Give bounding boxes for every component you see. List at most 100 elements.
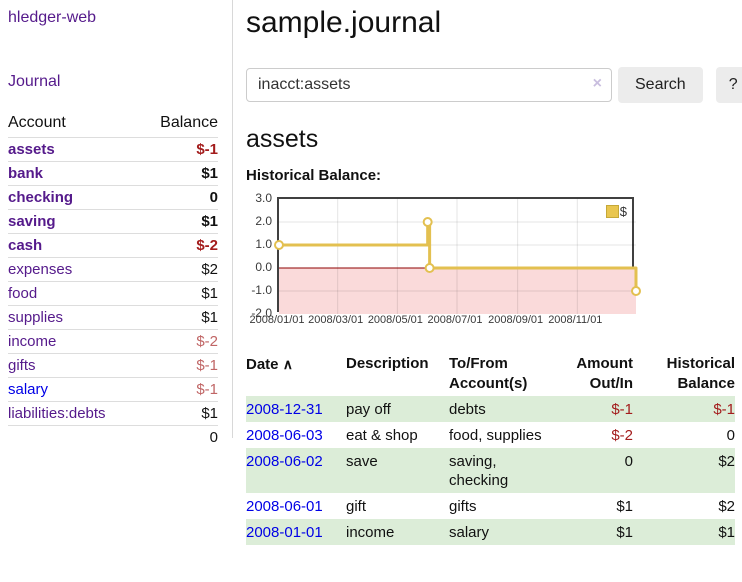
account-balance: $-2	[139, 329, 218, 354]
transaction-amount: $1	[616, 524, 633, 541]
accounts-header-account: Account	[8, 111, 140, 138]
transaction-balance: $1	[718, 524, 735, 541]
transaction-date-link[interactable]: 2008-06-03	[246, 427, 323, 444]
accounts-total-row: 0	[8, 425, 218, 449]
account-link[interactable]: checking	[8, 189, 74, 206]
chart-legend: $	[603, 203, 629, 220]
account-link[interactable]: bank	[8, 165, 44, 182]
search-button[interactable]: Search	[618, 67, 703, 103]
transaction-date-link[interactable]: 2008-06-01	[246, 498, 323, 515]
y-tick-label: -1.0	[251, 283, 272, 297]
register-header-balance: Historical Balance	[666, 355, 735, 392]
journal-nav: Journal	[8, 73, 218, 91]
sort-ascending-icon: ∧	[282, 356, 293, 372]
register-header-amount: Amount Out/In	[576, 355, 633, 392]
account-balance: $1	[139, 281, 218, 306]
transaction-date-link[interactable]: 2008-12-31	[246, 401, 323, 418]
account-heading: assets	[246, 125, 319, 153]
app-title-link[interactable]: hledger-web	[8, 9, 97, 26]
y-tick-label: 3.0	[255, 191, 272, 205]
account-row: supplies $1	[8, 305, 218, 330]
account-link[interactable]: gifts	[8, 357, 36, 374]
transaction-date-link[interactable]: 2008-01-01	[246, 524, 323, 541]
account-link[interactable]: food	[8, 285, 38, 302]
x-tick-label: 2008/05/01	[367, 314, 423, 326]
account-link[interactable]: salary	[8, 381, 49, 398]
transaction-description: save	[346, 453, 378, 470]
sidebar: hledger-web Journal Account Balance asse…	[0, 0, 233, 449]
transaction-description: income	[346, 524, 395, 541]
account-row: liabilities:debts $1	[8, 401, 218, 426]
register-row: 2008-12-31 pay off debts $-1 $-1	[246, 396, 735, 422]
transaction-accounts: food, supplies	[449, 427, 542, 444]
app-layout: hledger-web Journal Account Balance asse…	[0, 0, 742, 545]
legend-swatch-icon	[605, 205, 619, 218]
register-row: 2008-06-01 gift gifts $1 $2	[246, 493, 735, 519]
transaction-amount: 0	[624, 453, 633, 470]
register-header-description: Description	[346, 355, 429, 372]
accounts-header-balance: Balance	[139, 111, 218, 138]
search-input[interactable]	[246, 68, 612, 102]
help-button[interactable]: ?	[715, 67, 742, 103]
account-balance: $2	[139, 257, 218, 282]
account-link[interactable]: income	[8, 333, 57, 350]
accounts-header-row: Account Balance	[8, 111, 218, 138]
chart-x-axis: 2008/01/01 2008/03/01 2008/05/01 2008/07/01…	[249, 314, 634, 331]
account-link[interactable]: supplies	[8, 309, 64, 326]
page-title: sample.journal	[246, 6, 442, 39]
account-row: food $1	[8, 281, 218, 306]
y-tick-label: 2.0	[255, 214, 272, 228]
account-balance: $1	[139, 161, 218, 186]
main-content: sample.journal × Search ? assets Histori…	[233, 0, 742, 545]
transaction-accounts: saving, checking	[449, 453, 509, 489]
transaction-description: gift	[346, 498, 367, 515]
transaction-date-link[interactable]: 2008-06-02	[246, 453, 323, 470]
account-balance: $1	[139, 401, 218, 426]
transaction-amount: $1	[616, 498, 633, 515]
transaction-accounts: debts	[449, 401, 486, 418]
account-balance: $1	[139, 209, 218, 234]
account-link[interactable]: assets	[8, 141, 55, 158]
account-balance: $-2	[139, 233, 218, 258]
transaction-amount: $-2	[611, 427, 633, 444]
register-row: 2008-06-03 eat & shop food, supplies $-2 0	[246, 422, 735, 448]
search-form: × Search ?	[246, 67, 742, 103]
account-balance: 0	[139, 185, 218, 210]
account-balance: $-1	[139, 377, 218, 402]
chart-canvas	[274, 199, 641, 314]
account-balance: $-1	[139, 137, 218, 162]
transaction-description: eat & shop	[346, 427, 418, 444]
x-tick-label: 2008/07/01	[427, 314, 483, 326]
chart-title: Historical Balance:	[246, 167, 382, 184]
account-balance: $-1	[139, 353, 218, 378]
y-tick-label: 1.0	[255, 237, 272, 251]
x-tick-label: 2008/01/01	[249, 314, 305, 326]
search-input-wrap: ×	[246, 68, 612, 102]
account-row: assets $-1	[8, 137, 218, 162]
account-link[interactable]: cash	[8, 237, 43, 254]
transaction-amount: $-1	[611, 401, 633, 418]
x-tick-label: 2008/11/01	[548, 314, 603, 326]
account-balance: $1	[139, 305, 218, 330]
account-row: checking 0	[8, 185, 218, 210]
accounts-total-value: 0	[139, 425, 218, 449]
balance-chart: 3.0 2.0 1.0 0.0 -1.0 -2.0 $	[246, 191, 742, 320]
register-header-accounts: To/From Account(s)	[449, 355, 528, 392]
transaction-balance: $-1	[713, 401, 735, 418]
y-tick-label: 0.0	[255, 260, 272, 274]
register-header-row: Date ∧ Description To/From Account(s) Am…	[246, 352, 735, 396]
account-row: saving $1	[8, 209, 218, 234]
legend-label: $	[619, 204, 627, 219]
register-header-date[interactable]: Date ∧	[246, 356, 293, 373]
sidebar-item-journal[interactable]: Journal	[8, 73, 61, 90]
transaction-accounts: salary	[449, 524, 490, 541]
clear-search-icon[interactable]: ×	[592, 75, 602, 92]
account-row: bank $1	[8, 161, 218, 186]
account-link[interactable]: liabilities:debts	[8, 405, 106, 422]
chart-plot-area[interactable]: $	[274, 197, 641, 314]
account-link[interactable]: expenses	[8, 261, 73, 278]
account-row: cash $-2	[8, 233, 218, 258]
register-table: Date ∧ Description To/From Account(s) Am…	[246, 352, 735, 545]
account-row: salary $-1	[8, 377, 218, 402]
account-link[interactable]: saving	[8, 213, 56, 230]
